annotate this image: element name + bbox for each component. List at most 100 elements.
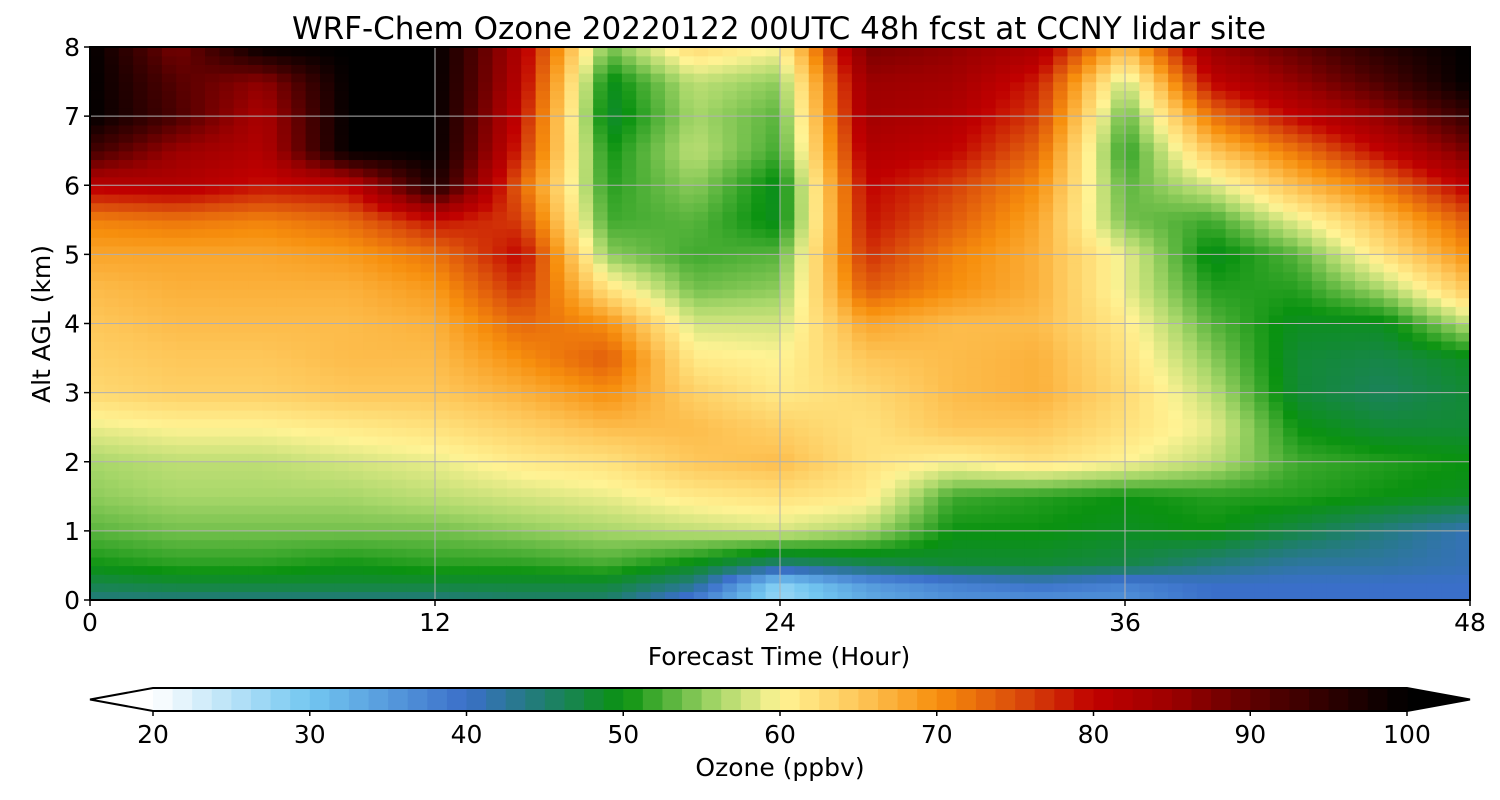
heatmap-cell xyxy=(276,263,292,273)
heatmap-cell xyxy=(377,314,393,325)
heatmap-cell xyxy=(363,375,379,385)
heatmap-cell xyxy=(219,323,235,333)
heatmap-cell xyxy=(794,418,810,428)
heatmap-cell xyxy=(1010,383,1026,394)
heatmap-cell xyxy=(334,504,350,515)
heatmap-cell xyxy=(693,288,709,299)
heatmap-cell xyxy=(521,548,537,558)
heatmap-cell xyxy=(693,202,709,212)
heatmap-cell xyxy=(1038,263,1054,273)
heatmap-cell xyxy=(1024,288,1040,299)
heatmap-cell xyxy=(334,81,350,91)
heatmap-cell xyxy=(995,124,1011,135)
heatmap-cell xyxy=(420,133,436,143)
heatmap-cell xyxy=(161,427,177,437)
heatmap-cell xyxy=(233,271,249,281)
heatmap-cell xyxy=(406,582,422,593)
heatmap-cell xyxy=(1211,582,1227,593)
heatmap-cell xyxy=(1153,522,1169,532)
heatmap-cell xyxy=(492,582,508,593)
heatmap-cell xyxy=(923,237,939,247)
heatmap-cell xyxy=(90,228,106,238)
heatmap-cell xyxy=(851,211,867,221)
heatmap-cell xyxy=(305,64,321,74)
heatmap-cell xyxy=(176,193,192,204)
heatmap-cell xyxy=(736,461,752,472)
heatmap-cell xyxy=(205,72,221,83)
heatmap-cell xyxy=(693,280,709,290)
heatmap-cell xyxy=(104,496,120,506)
heatmap-cell xyxy=(492,479,508,489)
heatmap-cell xyxy=(780,47,796,57)
heatmap-cell xyxy=(1196,358,1212,368)
heatmap-cell xyxy=(320,461,336,472)
heatmap-cell xyxy=(1010,288,1026,299)
heatmap-cell xyxy=(636,479,652,489)
heatmap-cell xyxy=(348,72,364,83)
heatmap-cell xyxy=(837,513,853,523)
heatmap-cell xyxy=(679,574,695,584)
heatmap-cell xyxy=(190,81,206,91)
heatmap-cell xyxy=(535,280,551,290)
heatmap-cell xyxy=(938,228,954,238)
heatmap-cell xyxy=(1038,574,1054,584)
heatmap-cell xyxy=(521,479,537,489)
heatmap-cell xyxy=(1110,271,1126,281)
heatmap-cell xyxy=(880,219,896,230)
heatmap-cell xyxy=(406,116,422,126)
heatmap-cell xyxy=(1053,548,1069,558)
heatmap-cell xyxy=(406,548,422,558)
heatmap-cell xyxy=(1110,574,1126,584)
heatmap-cell xyxy=(722,470,738,480)
heatmap-cell xyxy=(176,81,192,91)
heatmap-cell xyxy=(981,64,997,74)
heatmap-cell xyxy=(478,219,494,230)
heatmap-cell xyxy=(923,340,939,351)
heatmap-cell xyxy=(276,513,292,523)
heatmap-cell xyxy=(262,288,278,299)
heatmap-cell xyxy=(1139,332,1155,342)
heatmap-cell xyxy=(262,461,278,472)
heatmap-cell xyxy=(205,297,221,307)
heatmap-cell xyxy=(1010,556,1026,567)
heatmap-cell xyxy=(966,306,982,316)
heatmap-cell xyxy=(1038,530,1054,541)
heatmap-cell xyxy=(722,582,738,593)
heatmap-cell xyxy=(147,349,163,359)
heatmap-cell xyxy=(765,340,781,351)
heatmap-cell xyxy=(621,81,637,91)
heatmap-cell xyxy=(291,453,307,463)
heatmap-cell xyxy=(233,349,249,359)
heatmap-cell xyxy=(348,496,364,506)
heatmap-cell xyxy=(233,297,249,307)
heatmap-cell xyxy=(995,479,1011,489)
heatmap-cell xyxy=(492,461,508,472)
heatmap-cell xyxy=(981,133,997,143)
heatmap-cell xyxy=(1053,90,1069,100)
heatmap-cell xyxy=(823,193,839,204)
heatmap-cell xyxy=(851,522,867,532)
heatmap-cell xyxy=(262,98,278,109)
heatmap-cell xyxy=(334,237,350,247)
heatmap-cell xyxy=(133,479,149,489)
heatmap-cell xyxy=(147,116,163,126)
heatmap-cell xyxy=(665,297,681,307)
heatmap-cell xyxy=(190,496,206,506)
heatmap-cell xyxy=(506,383,522,394)
heatmap-cell xyxy=(190,64,206,74)
heatmap-cell xyxy=(780,288,796,299)
heatmap-cell xyxy=(262,522,278,532)
heatmap-cell xyxy=(621,124,637,135)
heatmap-cell xyxy=(1024,55,1040,65)
heatmap-cell xyxy=(435,522,451,532)
heatmap-cell xyxy=(435,444,451,454)
heatmap-cell xyxy=(1110,366,1126,377)
heatmap-cell xyxy=(607,504,623,515)
heatmap-cell xyxy=(693,254,709,264)
heatmap-cell xyxy=(693,418,709,428)
heatmap-cell xyxy=(650,107,666,117)
heatmap-cell xyxy=(305,340,321,351)
heatmap-cell xyxy=(665,461,681,472)
heatmap-cell xyxy=(1139,150,1155,161)
heatmap-cell xyxy=(679,548,695,558)
